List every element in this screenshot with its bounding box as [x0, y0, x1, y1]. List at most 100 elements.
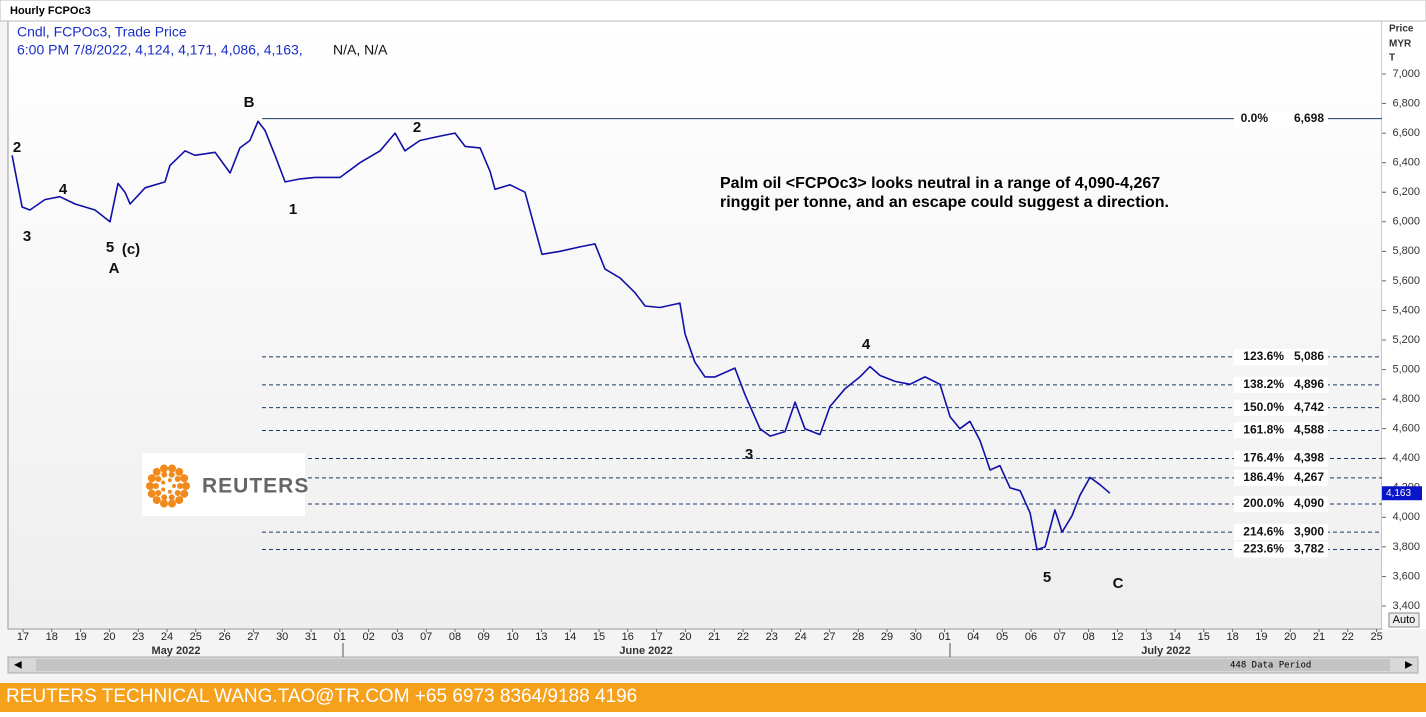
- x-tick-label: 23: [766, 631, 778, 643]
- x-tick-label: 08: [1082, 631, 1094, 643]
- fib-pct: 138.2%: [1243, 377, 1284, 391]
- y-tick-label: 5,400: [1392, 304, 1420, 316]
- logo-dot: [161, 480, 166, 485]
- logo-dot: [146, 482, 154, 490]
- x-tick-label: 17: [650, 631, 662, 643]
- fib-price: 3,782: [1294, 542, 1324, 556]
- wave-label: 4: [862, 336, 871, 353]
- x-tick-label: 13: [1140, 631, 1152, 643]
- logo-dot: [177, 483, 183, 489]
- wave-label: 5: [106, 239, 114, 256]
- fib-label-bg: [1234, 450, 1328, 467]
- wave-label: C: [1113, 575, 1124, 592]
- x-tick-label: 25: [1370, 631, 1382, 643]
- logo-dot: [172, 484, 176, 488]
- y-tick-label: 4,400: [1392, 452, 1420, 464]
- x-tick-label: 21: [708, 631, 720, 643]
- x-tick-label: 19: [1255, 631, 1267, 643]
- axis-header: T: [1389, 53, 1395, 64]
- y-tick-label: 5,000: [1392, 363, 1420, 375]
- fib-label-bg: [1234, 469, 1328, 486]
- wave-label: 2: [413, 119, 421, 136]
- title-bar: [0, 0, 1426, 22]
- y-tick-label: 3,600: [1392, 570, 1420, 582]
- axis-header: MYR: [1389, 39, 1412, 50]
- x-tick-label: 14: [564, 631, 576, 643]
- fib-price: 4,398: [1294, 451, 1324, 465]
- logo-dot: [152, 496, 161, 505]
- logo-dot: [161, 487, 166, 492]
- logo-dot: [180, 489, 189, 498]
- logo-dot: [168, 464, 177, 473]
- wave-label: 4: [59, 181, 68, 198]
- logo-mark: [146, 464, 190, 508]
- x-tick-label: 30: [276, 631, 288, 643]
- y-tick-label: 4,000: [1392, 511, 1420, 523]
- y-axis-area: [1382, 21, 1426, 629]
- wave-label: 3: [23, 228, 31, 245]
- fib-price: 4,267: [1294, 470, 1324, 484]
- fib-price: 4,588: [1294, 423, 1324, 437]
- x-tick-label: 29: [881, 631, 893, 643]
- x-tick-label: 07: [1054, 631, 1066, 643]
- y-tick-label: 4,600: [1392, 423, 1420, 435]
- auto-button[interactable]: [1388, 612, 1420, 628]
- fib-price: 5,086: [1294, 349, 1324, 363]
- x-tick-label: 30: [910, 631, 922, 643]
- y-tick-label: 6,600: [1392, 127, 1420, 139]
- auto-label[interactable]: Auto: [1393, 614, 1416, 626]
- x-tick-label: 20: [1284, 631, 1296, 643]
- data-period: 448 Data Period: [1230, 661, 1311, 671]
- logo-dot: [175, 467, 184, 476]
- y-tick-label: 3,800: [1392, 541, 1420, 553]
- x-tick-label: 08: [449, 631, 461, 643]
- logo-dot: [167, 478, 172, 483]
- logo-dot: [175, 496, 184, 505]
- logo-dot: [159, 464, 168, 473]
- footer-text: REUTERS TECHNICAL WANG.TAO@TR.COM +65 69…: [6, 686, 637, 707]
- fib-pct: 123.6%: [1243, 349, 1284, 363]
- wave-label: 3: [745, 446, 753, 463]
- fib-label-bg: [1234, 399, 1328, 416]
- x-tick-label: 03: [391, 631, 403, 643]
- chart-title: Hourly FCPOc3: [10, 5, 91, 17]
- x-tick-label: 13: [535, 631, 547, 643]
- last-price-label: 4,163: [1386, 488, 1411, 499]
- x-tick-label: 17: [17, 631, 29, 643]
- x-tick-label: 28: [852, 631, 864, 643]
- legend-line: 6:00 PM 7/8/2022, 4,124, 4,171, 4,086, 4…: [17, 42, 303, 58]
- y-tick-label: 6,800: [1392, 97, 1420, 109]
- logo-dot: [180, 474, 189, 483]
- fib-price: 3,900: [1294, 524, 1324, 538]
- logo-dot: [167, 489, 172, 494]
- y-tick-label: 6,200: [1392, 186, 1420, 198]
- logo-dot: [168, 471, 175, 478]
- fib-price: 4,896: [1294, 377, 1324, 391]
- x-tick-label: 01: [334, 631, 346, 643]
- footer: [0, 683, 1426, 712]
- x-tick-label: 06: [1025, 631, 1037, 643]
- x-tick-label: 22: [737, 631, 749, 643]
- price-line: [11, 120, 1111, 551]
- wave-label: (c): [122, 241, 140, 258]
- logo-dot: [168, 494, 175, 501]
- logo-dot: [159, 499, 168, 508]
- fib-pct: 161.8%: [1243, 423, 1284, 437]
- fib-price: 4,742: [1294, 400, 1324, 414]
- fib-pct: 214.6%: [1243, 524, 1284, 538]
- x-tick-label: 09: [478, 631, 490, 643]
- y-tick-label: 5,800: [1392, 245, 1420, 257]
- fib-label-bg: [1234, 110, 1328, 127]
- y-tick-label: 4,800: [1392, 393, 1420, 405]
- wave-label: 2: [13, 139, 21, 156]
- scroll-thumb[interactable]: [36, 659, 1390, 671]
- x-tick-label: 02: [362, 631, 374, 643]
- logo-dot: [155, 490, 162, 497]
- scroll-left[interactable]: ◀: [14, 660, 22, 671]
- x-tick-label: 18: [46, 631, 58, 643]
- scroll-right[interactable]: ▶: [1405, 660, 1413, 671]
- logo-dot: [152, 467, 161, 476]
- fib-pct: 223.6%: [1243, 542, 1284, 556]
